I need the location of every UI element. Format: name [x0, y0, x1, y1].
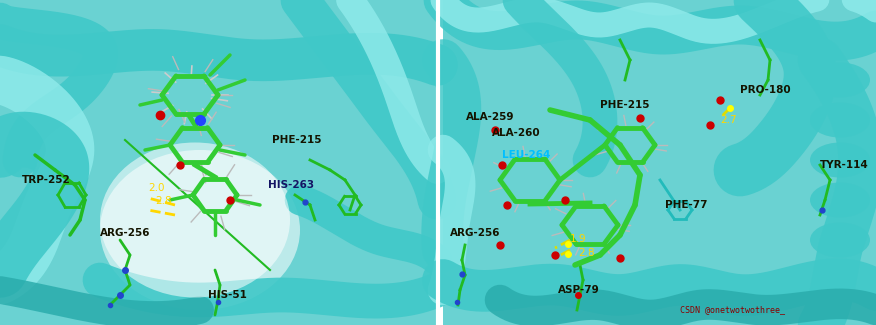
Bar — [0, 0, 437, 325]
Ellipse shape — [810, 142, 870, 177]
Text: PHE-77: PHE-77 — [665, 200, 708, 210]
Text: LEU-264: LEU-264 — [502, 150, 550, 160]
Text: ARG-256: ARG-256 — [450, 228, 500, 238]
Text: ALA-259: ALA-259 — [466, 112, 514, 122]
Text: ARG-256: ARG-256 — [100, 228, 151, 238]
Text: PRO-180: PRO-180 — [740, 85, 791, 95]
Ellipse shape — [810, 102, 870, 137]
Text: HIS-263: HIS-263 — [268, 180, 314, 190]
Text: 2.7: 2.7 — [720, 115, 737, 125]
Ellipse shape — [810, 183, 870, 217]
Text: 2.0: 2.0 — [148, 183, 165, 193]
Text: HIS-51: HIS-51 — [208, 290, 247, 300]
Ellipse shape — [810, 223, 870, 257]
Ellipse shape — [100, 150, 300, 310]
Text: 2.8: 2.8 — [155, 196, 172, 206]
Text: 1.9: 1.9 — [570, 234, 587, 244]
Text: TYR-114: TYR-114 — [820, 160, 869, 170]
Bar — [443, 0, 876, 325]
Text: ASP-79: ASP-79 — [558, 285, 600, 295]
Text: ALA-260: ALA-260 — [492, 128, 540, 138]
Text: TRP-252: TRP-252 — [22, 175, 71, 185]
Ellipse shape — [100, 142, 290, 297]
Text: PHE-215: PHE-215 — [272, 135, 321, 145]
Text: PHE-215: PHE-215 — [600, 100, 649, 110]
Text: 2.8: 2.8 — [578, 248, 595, 258]
Text: CSDN @onetwotwothree_: CSDN @onetwotwothree_ — [680, 305, 785, 314]
Ellipse shape — [810, 62, 870, 98]
